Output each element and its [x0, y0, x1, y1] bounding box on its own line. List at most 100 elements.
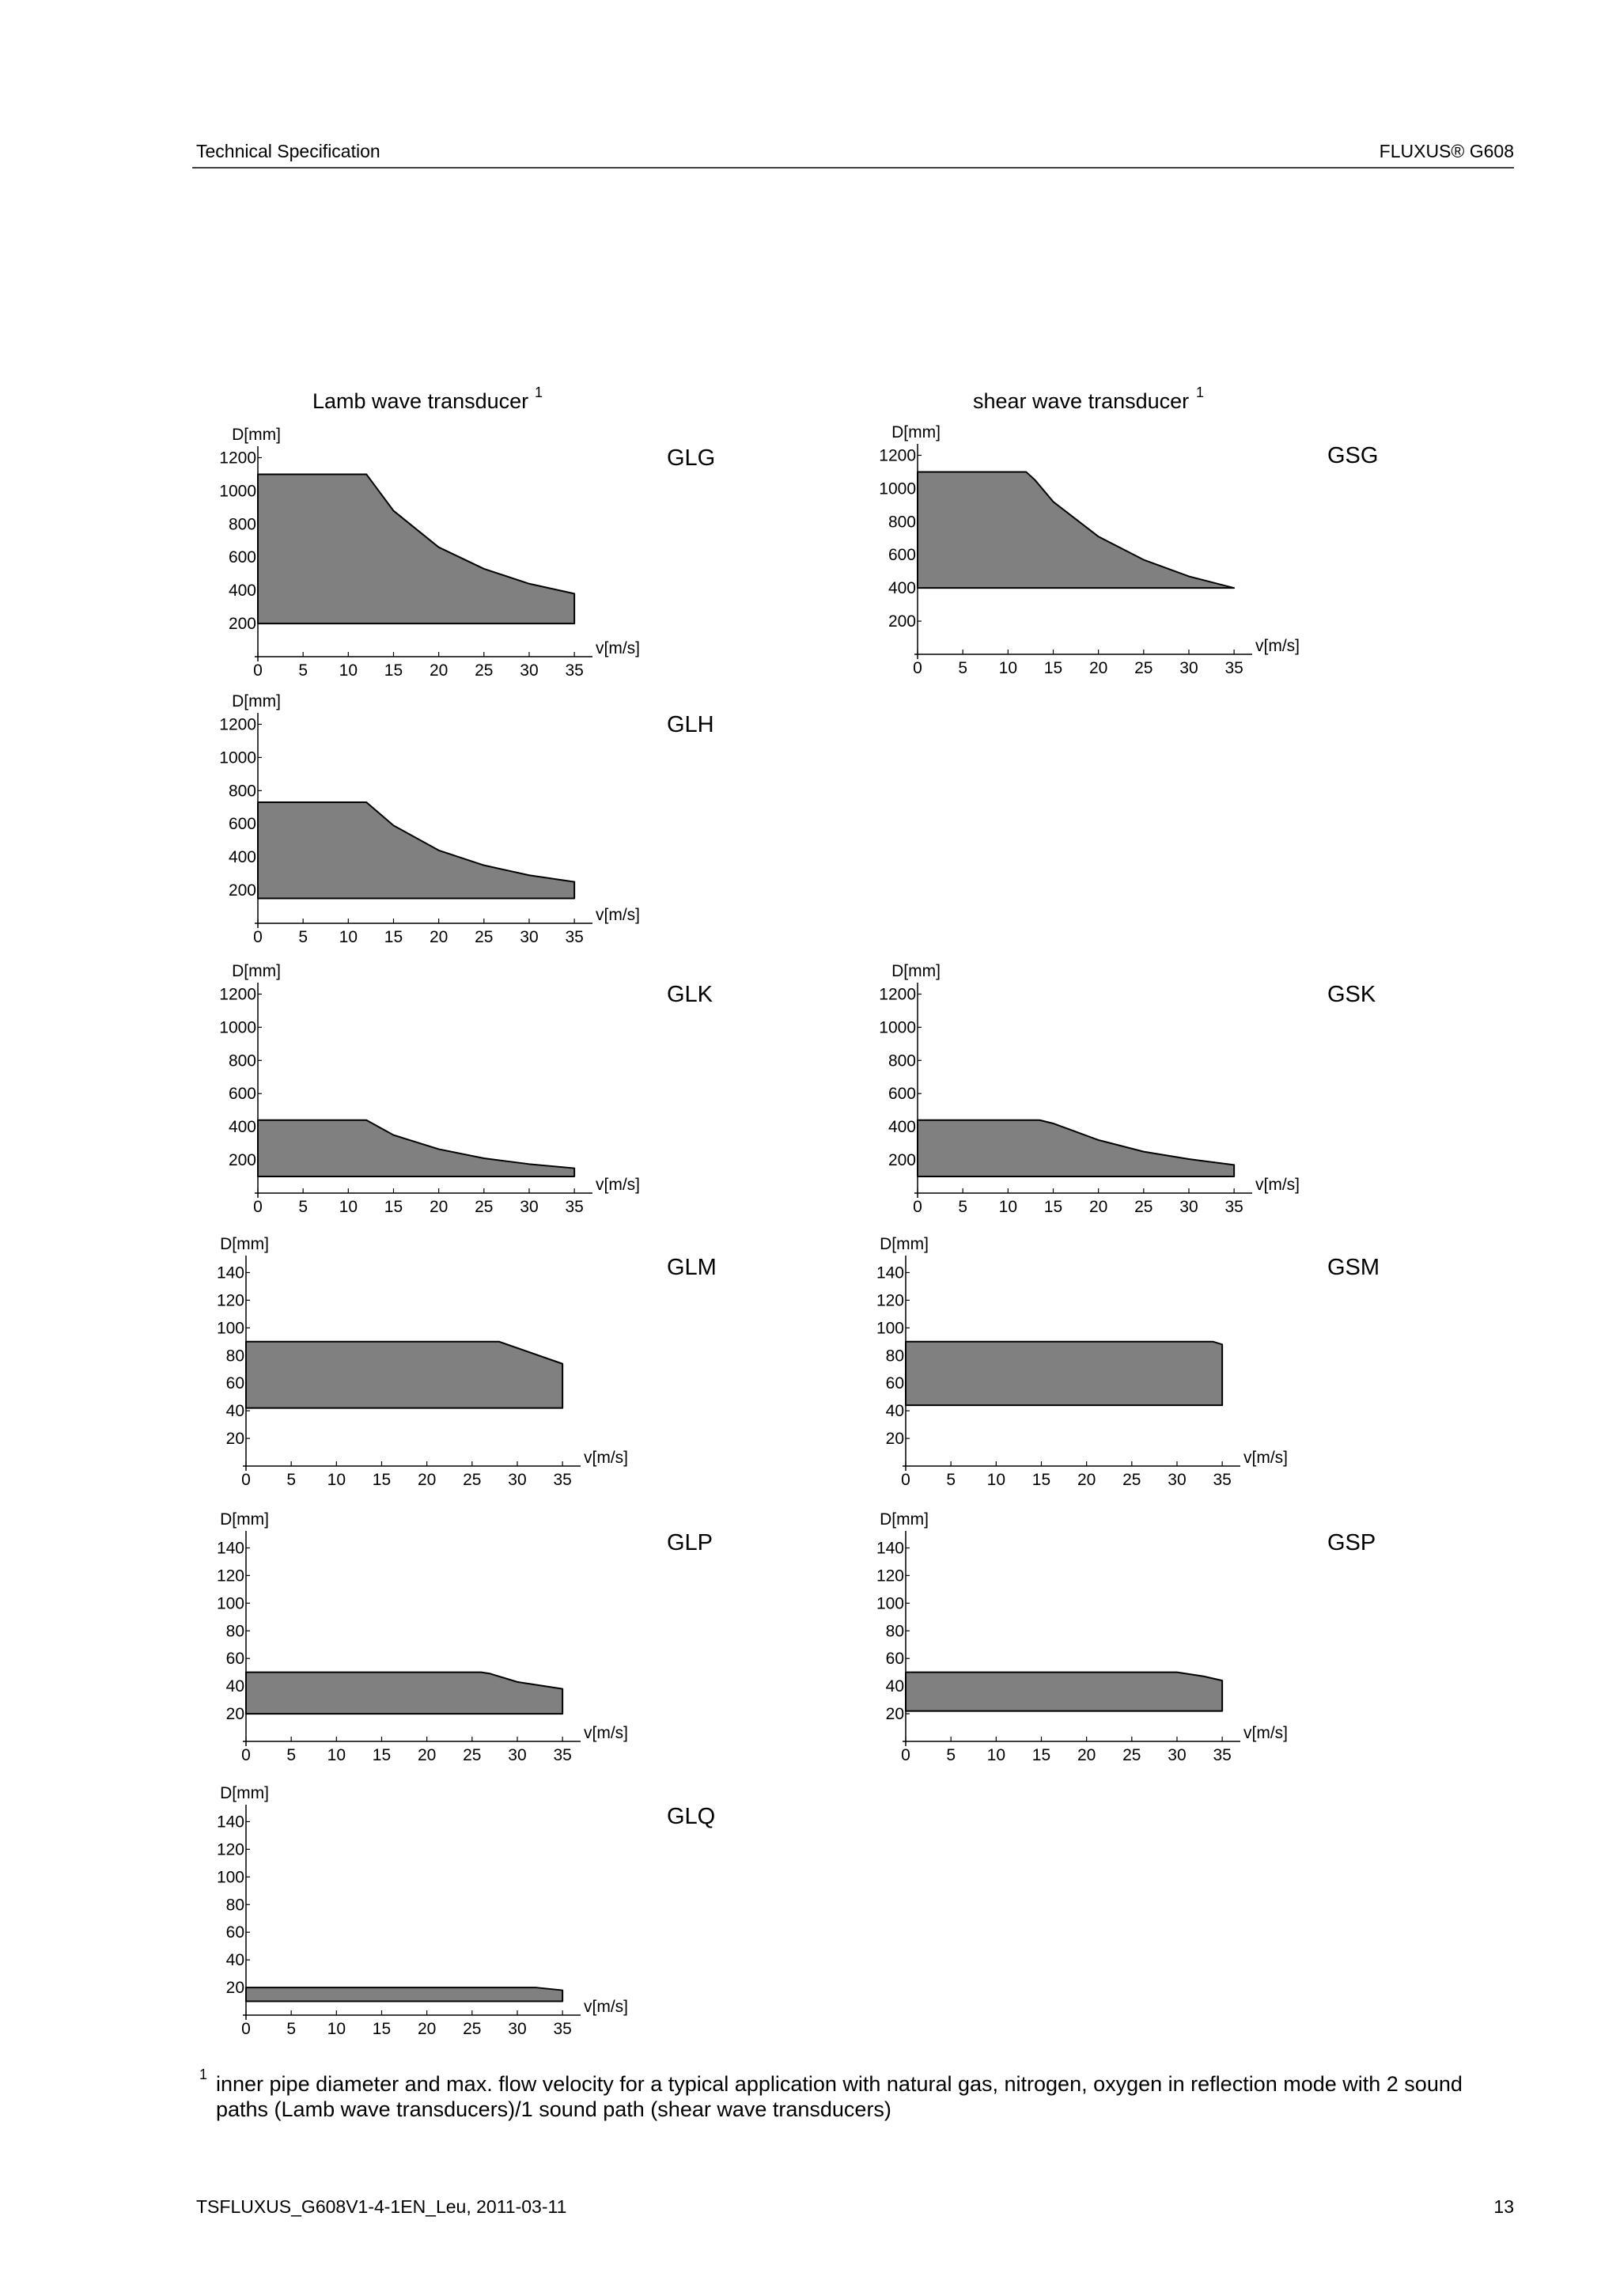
x-tick-label: 35 — [565, 928, 583, 946]
y-tick-label: 100 — [217, 1868, 244, 1886]
y-tick-label: 60 — [226, 1374, 244, 1392]
y-tick-label: 1200 — [219, 715, 256, 733]
x-tick-label: 25 — [463, 1746, 481, 1764]
transducer-label: GLG — [667, 445, 715, 471]
x-tick-label: 25 — [463, 1471, 481, 1489]
y-tick-label: 1000 — [879, 1018, 916, 1036]
x-tick-label: 0 — [901, 1746, 910, 1764]
y-tick-label: 60 — [226, 1923, 244, 1942]
y-tick-label: 20 — [886, 1430, 904, 1448]
x-tick-label: 10 — [987, 1471, 1005, 1489]
x-tick-label: 0 — [253, 661, 263, 680]
y-tick-label: 600 — [229, 1085, 256, 1103]
transducer-label: GSM — [1327, 1255, 1380, 1280]
x-tick-label: 30 — [520, 928, 538, 946]
x-tick-label: 0 — [253, 1198, 263, 1216]
y-tick-label: 200 — [229, 615, 256, 633]
x-tick-label: 15 — [373, 2020, 391, 2038]
y-tick-label: 200 — [888, 612, 916, 631]
y-axis-label: D[mm] — [220, 1235, 269, 1253]
y-axis-label: D[mm] — [232, 426, 281, 444]
x-tick-label: 10 — [999, 1198, 1017, 1216]
x-tick-label: 0 — [241, 2020, 251, 2038]
y-axis-label: D[mm] — [220, 1510, 269, 1529]
y-tick-label: 140 — [217, 1264, 244, 1282]
x-axis-label: v[m/s] — [584, 1724, 628, 1742]
transducer-label: GLP — [667, 1530, 713, 1555]
y-tick-label: 20 — [886, 1705, 904, 1723]
x-tick-label: 35 — [553, 2020, 571, 2038]
column-title: shear wave transducer — [973, 389, 1189, 413]
x-tick-label: 10 — [987, 1746, 1005, 1764]
y-tick-label: 140 — [876, 1539, 904, 1557]
y-tick-label: 1000 — [219, 1018, 256, 1036]
x-tick-label: 25 — [1122, 1746, 1141, 1764]
footnote-mark: 1 — [535, 385, 543, 400]
x-tick-label: 15 — [1032, 1471, 1050, 1489]
y-tick-label: 100 — [876, 1319, 904, 1337]
y-tick-label: 600 — [229, 548, 256, 566]
y-tick-label: 100 — [217, 1319, 244, 1337]
transducer-label: GSP — [1327, 1530, 1376, 1555]
x-tick-label: 10 — [339, 661, 358, 680]
x-tick-label: 0 — [913, 1198, 922, 1216]
y-tick-label: 1000 — [219, 482, 256, 500]
x-tick-label: 0 — [241, 1471, 251, 1489]
y-axis-label: D[mm] — [891, 962, 941, 980]
x-tick-label: 30 — [1179, 1198, 1198, 1216]
x-tick-label: 0 — [241, 1746, 251, 1764]
operating-range — [905, 1340, 1224, 1407]
x-tick-label: 15 — [373, 1471, 391, 1489]
y-tick-label: 800 — [888, 513, 916, 531]
x-tick-label: 5 — [286, 1471, 296, 1489]
x-tick-label: 20 — [430, 1198, 448, 1216]
y-tick-label: 60 — [226, 1650, 244, 1668]
x-axis-label: v[m/s] — [1243, 1724, 1288, 1742]
x-tick-label: 10 — [327, 1746, 346, 1764]
x-tick-label: 35 — [1224, 659, 1243, 677]
x-axis-label: v[m/s] — [596, 906, 640, 924]
y-axis-label: D[mm] — [891, 423, 941, 441]
x-axis-label: v[m/s] — [596, 1176, 640, 1194]
y-tick-label: 400 — [888, 1118, 916, 1136]
x-tick-label: 10 — [339, 928, 358, 946]
y-tick-label: 20 — [226, 1705, 244, 1723]
x-axis-label: v[m/s] — [1255, 1176, 1300, 1194]
x-tick-label: 5 — [298, 661, 308, 680]
operating-range — [917, 471, 1236, 589]
y-axis-label: D[mm] — [220, 1784, 269, 1802]
operating-range — [257, 1119, 576, 1178]
operating-range — [905, 1671, 1224, 1712]
x-tick-label: 15 — [384, 1198, 403, 1216]
y-tick-label: 20 — [226, 1979, 244, 1997]
footnote-line: paths (Lamb wave transducers)/1 sound pa… — [216, 2097, 891, 2121]
y-tick-label: 40 — [226, 1402, 244, 1420]
x-tick-label: 35 — [553, 1471, 571, 1489]
transducer-label: GLM — [667, 1255, 717, 1280]
y-tick-label: 800 — [229, 1051, 256, 1070]
y-tick-label: 80 — [886, 1622, 904, 1640]
y-tick-label: 120 — [876, 1291, 904, 1309]
footer-left: TSFLUXUS_G608V1-4-1EN_Leu, 2011-03-11 — [196, 2196, 566, 2217]
x-tick-label: 20 — [1089, 659, 1107, 677]
x-tick-label: 20 — [1077, 1471, 1096, 1489]
y-tick-label: 40 — [226, 1677, 244, 1695]
transducer-label: GLH — [667, 712, 714, 737]
y-tick-label: 200 — [888, 1151, 916, 1169]
column-title: Lamb wave transducer — [312, 389, 528, 413]
x-tick-label: 35 — [1224, 1198, 1243, 1216]
operating-range — [245, 1671, 564, 1715]
x-axis-label: v[m/s] — [1255, 637, 1300, 655]
x-tick-label: 25 — [475, 661, 493, 680]
y-tick-label: 120 — [876, 1567, 904, 1585]
x-tick-label: 10 — [327, 1471, 346, 1489]
x-tick-label: 15 — [373, 1746, 391, 1764]
y-tick-label: 600 — [229, 815, 256, 833]
y-tick-label: 600 — [888, 1085, 916, 1103]
y-tick-label: 1200 — [879, 446, 916, 464]
x-tick-label: 15 — [1032, 1746, 1050, 1764]
x-tick-label: 5 — [298, 1198, 308, 1216]
x-tick-label: 35 — [1213, 1746, 1231, 1764]
